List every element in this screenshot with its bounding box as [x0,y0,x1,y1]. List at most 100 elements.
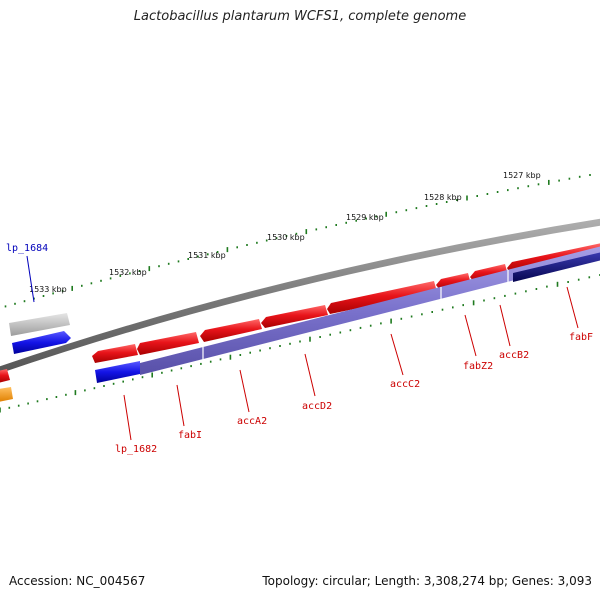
gene-label-accD2[interactable]: accD2 [302,401,332,412]
gene-label-lp_1684[interactable]: lp_1684 [6,243,48,254]
minor-tick [90,282,93,285]
gene-reverse-dark-arrow [513,252,600,282]
gene-accA2-arrow [200,319,262,342]
minor-tick [415,207,418,210]
minor-tick [359,326,362,329]
minor-tick [265,239,268,242]
minor-tick [207,253,209,256]
minor-tick [65,393,67,396]
minor-tick [4,305,7,308]
minor-tick [507,189,509,192]
minor-tick [567,281,569,283]
gene-labels: lp_1684 lp_1682 fabI accA2 accD2 accC2 f… [6,243,593,455]
major-tick [305,229,308,235]
major-tick [548,179,550,185]
major-tick [74,390,77,396]
minor-tick [319,336,321,338]
kbp-label: 1527 kbp [503,171,541,180]
minor-tick [141,376,144,379]
kbp-labels: 1533 kbp 1532 kbp 1531 kbp 1530 kbp 1529… [29,171,541,294]
major-tick [390,318,392,324]
minor-tick [558,179,560,182]
minor-tick [435,203,438,205]
genome-title: Lactobacillus plantarum WCFS1, complete … [133,9,467,24]
minor-tick [577,278,580,281]
minor-tick [14,302,16,305]
minor-tick [345,221,347,224]
minor-tick [17,404,20,407]
minor-tick [431,311,433,313]
kbp-label: 1532 kbp [109,268,147,277]
major-tick [466,195,468,201]
minor-tick [299,340,301,343]
kbp-label: 1531 kbp [188,251,226,260]
minor-tick [33,297,35,300]
gene-accC2-arrow [327,281,437,314]
gene-label-accB2[interactable]: accB2 [499,350,529,361]
minor-tick [295,232,298,235]
minor-tick [170,369,173,372]
minor-tick [425,205,428,207]
gene-lp_1682-arrow [92,344,138,363]
minor-tick [315,228,318,231]
minor-tick [239,354,242,356]
gene-label-accC2[interactable]: accC2 [390,379,420,390]
major-tick [151,372,153,378]
outer-tick-ring [4,174,591,308]
gene-accD2-arrow [261,305,328,328]
minor-tick [8,406,11,409]
minor-tick [289,342,291,345]
gene-label-fabZ2[interactable]: fabZ2 [463,361,493,372]
minor-tick [525,290,527,293]
minor-tick [405,209,408,212]
minor-tick [216,251,219,253]
major-tick [309,336,311,342]
major-tick [556,281,559,287]
minor-tick [483,299,485,302]
minor-tick [23,300,26,303]
minor-tick [456,199,458,201]
minor-tick [339,331,342,334]
leader-lines [26,255,579,441]
minor-tick [410,315,413,318]
major-tick [472,300,475,306]
minor-tick [46,398,48,401]
minor-tick [138,270,141,272]
minor-tick [375,215,377,218]
inner-tick-ring [0,274,600,413]
major-tick [148,266,151,272]
minor-tick [112,382,115,385]
minor-tick [514,292,517,295]
gene-label-lp_1682[interactable]: lp_1682 [115,444,157,455]
minor-tick [55,396,58,398]
minor-tick [61,289,64,292]
major-tick [226,247,229,253]
minor-tick [462,304,464,307]
major-tick [71,285,73,291]
minor-tick [589,174,591,176]
major-tick [0,407,1,413]
minor-tick [329,333,331,336]
minor-tick [369,324,372,327]
kbp-label: 1529 kbp [346,213,384,222]
gene-lp_1684-arrow [12,331,71,354]
minor-tick [504,294,506,297]
minor-tick [395,211,398,214]
minor-tick [200,362,202,365]
minor-tick [132,378,134,381]
minor-tick [129,272,131,275]
gene-label-fabF[interactable]: fabF [569,332,593,343]
minor-tick [109,277,112,280]
gene-orange-arrow [0,387,13,402]
gene-label-fabI[interactable]: fabI [178,430,202,441]
minor-tick [325,226,327,229]
gene-pseudo-gray [9,313,70,336]
gene-left-edge-arrow [0,369,10,383]
minor-tick [452,306,454,309]
major-tick [229,354,232,360]
gene-label-accA2[interactable]: accA2 [237,416,267,427]
minor-tick [119,274,122,277]
minor-tick [93,387,96,390]
minor-tick [100,279,102,282]
minor-tick [158,265,160,268]
